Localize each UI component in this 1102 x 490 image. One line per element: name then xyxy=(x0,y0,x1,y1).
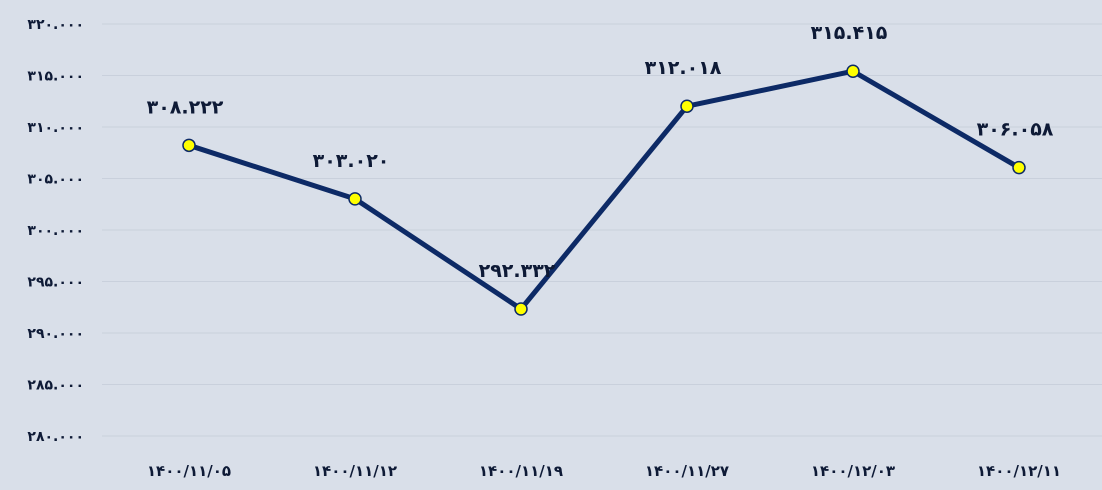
y-tick-label: ۳۰۰.۰۰۰ xyxy=(27,223,84,239)
data-point xyxy=(348,192,362,206)
data-label: ۲۹۲.۳۳۲ xyxy=(479,260,556,282)
x-tick-label: ۱۴۰۰/۱۲/۱۱ xyxy=(977,462,1061,480)
data-point xyxy=(514,302,528,316)
y-tick-label: ۲۹۰.۰۰۰ xyxy=(27,326,84,342)
gridlines xyxy=(102,23,1102,437)
series-line xyxy=(186,68,1022,312)
data-points xyxy=(182,64,1026,316)
x-tick-label: ۱۴۰۰/۱۲/۰۳ xyxy=(811,462,895,480)
data-label: ۳۰۳.۰۲۰ xyxy=(313,150,390,172)
y-tick-label: ۳۱۰.۰۰۰ xyxy=(27,120,84,136)
data-label: ۳۱۲.۰۱۸ xyxy=(645,57,722,79)
y-tick-label: ۳۰۵.۰۰۰ xyxy=(27,172,84,188)
x-axis-ticks: ۱۴۰۰/۱۱/۰۵ ۱۴۰۰/۱۱/۱۲ ۱۴۰۰/۱۱/۱۹ ۱۴۰۰/۱۱/۲۷… xyxy=(147,462,1061,480)
data-labels: ۳۰۸.۲۲۲ ۳۰۳.۰۲۰ ۲۹۲.۳۳۲ ۳۱۲.۰۱۸ ۳۱۵.۴۱۵ ۳۰۶.۰… xyxy=(147,22,1054,282)
y-axis-ticks: ۲۸۰.۰۰۰ ۲۸۵.۰۰۰ ۲۹۰.۰۰۰ ۲۹۵.۰۰۰ ۳۰۰.۰۰۰ ۳۰۵.۰… xyxy=(27,17,84,445)
x-tick-label: ۱۴۰۰/۱۱/۰۵ xyxy=(147,462,231,480)
x-tick-label: ۱۴۰۰/۱۱/۱۹ xyxy=(479,462,563,480)
x-tick-label: ۱۴۰۰/۱۱/۱۲ xyxy=(313,462,397,480)
data-label: ۳۰۸.۲۲۲ xyxy=(147,96,224,118)
y-tick-label: ۳۲۰.۰۰۰ xyxy=(27,17,84,33)
data-point xyxy=(680,99,694,113)
y-tick-label: ۲۸۵.۰۰۰ xyxy=(27,378,84,394)
data-point xyxy=(846,64,860,78)
data-label: ۳۱۵.۴۱۵ xyxy=(811,22,888,44)
data-label: ۳۰۶.۰۵۸ xyxy=(977,119,1054,141)
data-point xyxy=(1012,160,1026,175)
data-point xyxy=(182,138,196,153)
y-tick-label: ۳۱۵.۰۰۰ xyxy=(27,69,84,85)
y-tick-label: ۲۹۵.۰۰۰ xyxy=(27,275,84,291)
x-tick-label: ۱۴۰۰/۱۱/۲۷ xyxy=(645,462,729,480)
y-tick-label: ۲۸۰.۰۰۰ xyxy=(27,429,84,445)
series-line-path xyxy=(186,68,1022,312)
